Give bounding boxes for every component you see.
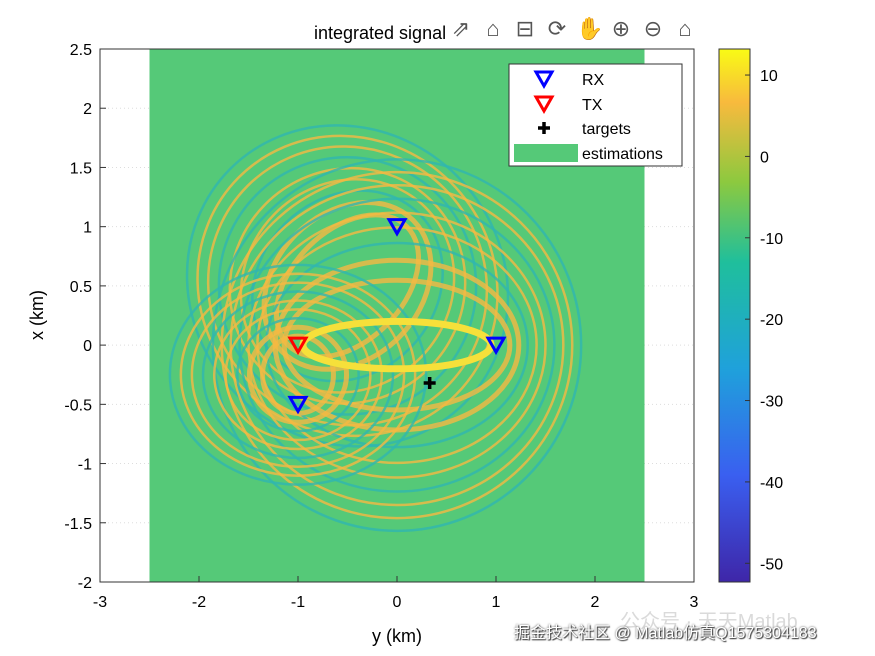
target-marker xyxy=(423,377,436,390)
legend-tx-icon xyxy=(533,95,555,115)
axis-ticks: -3 -2 -1 0 1 2 32.521.510.50-0.5-1-1.5-2 xyxy=(64,42,698,611)
y-tick-label: -0.5 xyxy=(64,397,92,414)
y-tick-label: 0 xyxy=(83,338,92,355)
colorbar-ticks: 10 0 -10 -20 -30 -40 -50 xyxy=(745,68,783,573)
y-tick-label: -1.5 xyxy=(64,516,92,533)
x-tick-label: 0 xyxy=(393,594,402,611)
rx-marker xyxy=(485,336,507,356)
legend-tx: TX xyxy=(582,97,603,114)
signal-ring xyxy=(246,324,350,425)
signal-ring xyxy=(217,156,478,416)
rx-marker xyxy=(287,395,309,415)
y-tick-label: 2.5 xyxy=(70,42,92,59)
legend: RX TX targets estimations xyxy=(508,63,683,167)
x-tick-label: 3 xyxy=(690,594,699,611)
markers xyxy=(287,218,507,415)
y-tick-label: 0.5 xyxy=(70,279,92,296)
axes-toolbar: ⇗ ⌂ ⊟ ⟳ ✋ ⊕ ⊖ ⌂ xyxy=(448,16,698,42)
signal-ring xyxy=(201,290,395,460)
watermark-secondary: 公众号 · 天天Matlab xyxy=(620,611,798,633)
y-axis-label: x (km) xyxy=(27,290,47,340)
zoom-in-icon[interactable]: ⊕ xyxy=(611,16,631,41)
signal-ring xyxy=(229,183,565,507)
legend-target-icon xyxy=(538,122,550,134)
x-tick-label: 1 xyxy=(492,594,501,611)
signal-ring xyxy=(196,134,499,438)
brush-icon[interactable]: ⌂ xyxy=(486,16,500,41)
colorbar xyxy=(718,48,751,583)
x-tick-label: -3 xyxy=(93,594,107,611)
signal-ring xyxy=(247,211,547,479)
legend-rx: RX xyxy=(582,72,605,89)
home-icon[interactable]: ⌂ xyxy=(678,16,692,41)
rx-marker xyxy=(386,218,408,237)
signal-ring xyxy=(185,124,510,448)
signal-ring xyxy=(265,241,529,449)
signal-ring xyxy=(179,272,417,477)
signal-ring xyxy=(168,263,428,486)
axes-box xyxy=(99,48,695,583)
signal-rings xyxy=(168,124,583,533)
pan-icon[interactable]: ✋ xyxy=(576,16,604,41)
y-tick-label: 2 xyxy=(83,101,92,118)
signal-ring xyxy=(212,299,384,451)
signal-ring xyxy=(224,308,372,442)
y-tick-label: -2 xyxy=(78,575,92,592)
chart-title: integrated signal xyxy=(314,23,446,43)
watermark: 掘金技术社区 @ Matlab仿真Q1575304183 xyxy=(514,625,817,642)
signal-ring xyxy=(236,317,360,433)
x-axis-label: y (km) xyxy=(372,626,422,646)
legend-estimations-icon xyxy=(514,144,578,162)
colorbar-tick-label: -50 xyxy=(760,556,783,573)
x-tick-label: -1 xyxy=(291,594,305,611)
legend-rx-icon xyxy=(533,70,555,90)
x-tick-label: 2 xyxy=(591,594,600,611)
tx-marker xyxy=(287,336,309,356)
signal-ring xyxy=(261,199,434,372)
export-icon[interactable]: ⇗ xyxy=(451,16,471,41)
colorbar-tick-label: 0 xyxy=(760,149,769,166)
colorbar-tick-label: -30 xyxy=(760,394,783,411)
rotate-icon[interactable]: ⟳ xyxy=(547,16,567,41)
signal-ring xyxy=(211,158,583,533)
colorbar-tick-label: -40 xyxy=(760,475,783,492)
signal-ring xyxy=(190,281,406,469)
x-tick-label: -2 xyxy=(192,594,206,611)
signal-ring xyxy=(238,197,556,493)
zoom-out-icon[interactable]: ⊖ xyxy=(643,16,663,41)
colorbar-tick-label: -20 xyxy=(760,312,783,329)
legend-estimations: estimations xyxy=(582,146,663,163)
colorbar-tick-label: 10 xyxy=(760,68,778,85)
datatip-icon[interactable]: ⊟ xyxy=(515,16,535,41)
colorbar-tick-label: -10 xyxy=(760,231,783,248)
y-tick-label: -1 xyxy=(78,457,92,474)
legend-targets: targets xyxy=(582,121,631,138)
y-tick-label: 1 xyxy=(83,220,92,237)
y-tick-label: 1.5 xyxy=(70,160,92,177)
